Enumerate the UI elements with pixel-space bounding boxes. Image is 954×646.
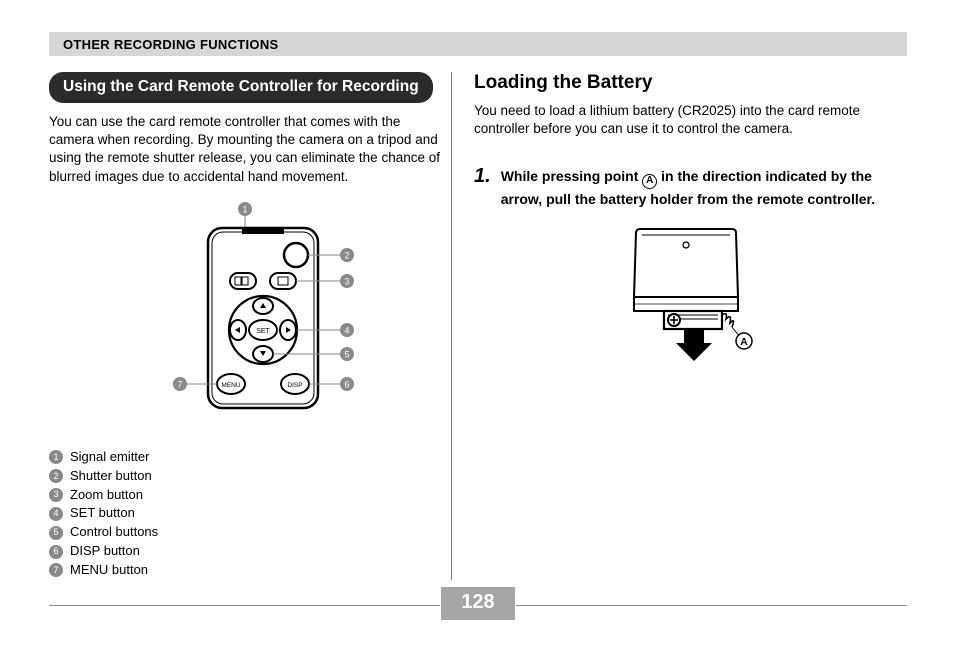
legend-item: 4 SET button xyxy=(49,504,441,523)
svg-text:2: 2 xyxy=(344,250,349,260)
legend-num: 6 xyxy=(49,545,63,559)
legend-label: MENU button xyxy=(70,561,148,580)
column-divider xyxy=(451,72,452,580)
page-number: 128 xyxy=(441,587,514,620)
footer-rule xyxy=(516,605,907,606)
legend-item: 6 DISP button xyxy=(49,542,441,561)
legend-label: Control buttons xyxy=(70,523,158,542)
legend-num: 5 xyxy=(49,526,63,540)
svg-text:MENU: MENU xyxy=(221,382,240,389)
svg-text:DISP: DISP xyxy=(287,382,302,389)
topic-pill: Using the Card Remote Controller for Rec… xyxy=(49,72,433,103)
svg-text:1: 1 xyxy=(242,204,247,214)
footer-rule xyxy=(49,605,440,606)
battery-diagram: A xyxy=(606,227,776,367)
legend-item: 1 Signal emitter xyxy=(49,448,441,467)
right-column: Loading the Battery You need to load a l… xyxy=(474,72,908,367)
svg-text:5: 5 xyxy=(344,349,349,359)
svg-text:A: A xyxy=(740,337,747,348)
legend-item: 3 Zoom button xyxy=(49,486,441,505)
legend-item: 7 MENU button xyxy=(49,561,441,580)
intro-paragraph: You need to load a lithium battery (CR20… xyxy=(474,102,908,138)
legend-num: 1 xyxy=(49,450,63,464)
section-header: OTHER RECORDING FUNCTIONS xyxy=(49,32,907,56)
legend-label: SET button xyxy=(70,504,135,523)
section-title: OTHER RECORDING FUNCTIONS xyxy=(63,37,279,52)
left-column: Using the Card Remote Controller for Rec… xyxy=(49,72,441,580)
svg-text:3: 3 xyxy=(344,276,349,286)
svg-text:6: 6 xyxy=(344,379,349,389)
remote-diagram: 1 2 3 SET 4 xyxy=(49,200,441,430)
intro-paragraph: You can use the card remote controller t… xyxy=(49,113,441,186)
legend-num: 3 xyxy=(49,488,63,502)
legend-item: 5 Control buttons xyxy=(49,523,441,542)
footer: 128 xyxy=(49,587,907,620)
svg-text:7: 7 xyxy=(177,379,182,389)
svg-text:4: 4 xyxy=(344,325,349,335)
point-a-icon: A xyxy=(642,174,657,189)
step-text: While pressing point A in the direction … xyxy=(501,166,908,209)
legend-label: DISP button xyxy=(70,542,140,561)
subsection-heading: Loading the Battery xyxy=(474,72,908,94)
legend-label: Zoom button xyxy=(70,486,143,505)
legend-num: 7 xyxy=(49,563,63,577)
step-number: 1. xyxy=(474,166,491,209)
svg-text:SET: SET xyxy=(256,328,270,335)
legend-label: Signal emitter xyxy=(70,448,149,467)
legend-label: Shutter button xyxy=(70,467,152,486)
step-block: 1. While pressing point A in the directi… xyxy=(474,166,908,209)
legend-num: 2 xyxy=(49,469,63,483)
legend-item: 2 Shutter button xyxy=(49,467,441,486)
diagram-legend: 1 Signal emitter 2 Shutter button 3 Zoom bu… xyxy=(49,448,441,580)
legend-num: 4 xyxy=(49,507,63,521)
